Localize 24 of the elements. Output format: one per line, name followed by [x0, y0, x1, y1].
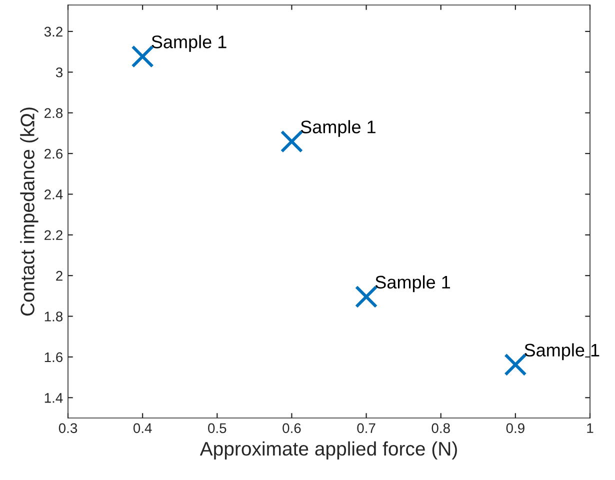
y-tick-label: 2.2 — [44, 230, 62, 240]
y-tick-label: 3 — [56, 67, 63, 78]
y-tick-label: 2.4 — [44, 190, 63, 200]
annotation: Sample 1 — [524, 343, 600, 360]
annotation: Sample 1 — [375, 275, 450, 292]
y-tick-label: 3.2 — [44, 26, 62, 37]
x-tick-label: 0.7 — [357, 423, 376, 434]
y-tick-label: 2 — [56, 270, 62, 281]
x-tick-label: 0.4 — [133, 423, 152, 434]
x-tick-label: 0.9 — [506, 423, 524, 434]
y-axis-title: Contact impedance (kΩ) — [20, 108, 38, 316]
x-axis-title: Approximate applied force (N) — [200, 441, 457, 460]
x-tick-label: 0.8 — [432, 423, 450, 434]
x-tick-label: 0.5 — [208, 423, 226, 434]
y-tick-label: 1.6 — [44, 352, 63, 362]
x-tick-label: 1 — [587, 423, 594, 433]
y-tick-label: 1.8 — [44, 312, 63, 322]
x-tick-label: 0.6 — [282, 423, 301, 434]
y-tick-label: 2.6 — [44, 148, 63, 159]
annotation: Sample 1 — [152, 35, 226, 52]
y-tick-label: 1.4 — [44, 393, 63, 403]
annotation: Sample 1 — [300, 120, 376, 137]
y-tick-label: 2.8 — [44, 108, 63, 118]
x-tick-label: 0.3 — [58, 423, 78, 434]
